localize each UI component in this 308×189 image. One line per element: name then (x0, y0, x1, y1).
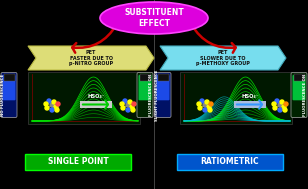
Circle shape (120, 102, 124, 106)
Circle shape (128, 100, 132, 104)
Polygon shape (160, 46, 286, 70)
Circle shape (55, 108, 59, 112)
Text: NO FLUORESCENCE: NO FLUORESCENCE (1, 74, 5, 116)
Circle shape (209, 102, 213, 106)
Circle shape (273, 106, 277, 110)
Text: SINGLE POINT: SINGLE POINT (48, 157, 108, 167)
FancyBboxPatch shape (80, 101, 112, 108)
Circle shape (131, 108, 135, 112)
Circle shape (284, 102, 288, 106)
Circle shape (45, 106, 49, 110)
Circle shape (44, 102, 48, 106)
Circle shape (132, 102, 136, 106)
FancyBboxPatch shape (1, 73, 17, 118)
Circle shape (126, 103, 130, 107)
FancyBboxPatch shape (180, 72, 292, 124)
Text: FLUORESCENCE ON: FLUORESCENCE ON (303, 74, 307, 116)
FancyBboxPatch shape (177, 154, 283, 170)
Circle shape (275, 99, 279, 103)
FancyBboxPatch shape (293, 75, 306, 100)
Circle shape (272, 102, 276, 106)
Circle shape (283, 108, 287, 112)
FancyBboxPatch shape (156, 75, 169, 100)
Circle shape (52, 100, 56, 104)
Circle shape (282, 105, 286, 109)
Text: SUBSTITUENT
EFFECT: SUBSTITUENT EFFECT (124, 8, 184, 28)
Circle shape (207, 105, 211, 109)
Text: HSO₄⁻: HSO₄⁻ (87, 94, 105, 99)
Text: PET
SLOWER DUE TO
p-METHOXY GROUP: PET SLOWER DUE TO p-METHOXY GROUP (196, 50, 250, 66)
Polygon shape (28, 46, 154, 70)
Circle shape (54, 105, 58, 109)
Circle shape (47, 99, 51, 103)
Circle shape (278, 108, 282, 112)
FancyBboxPatch shape (157, 74, 168, 81)
Circle shape (126, 108, 130, 112)
Circle shape (205, 100, 209, 104)
Text: PET
FASTER DUE TO
p-NITRO GROUP: PET FASTER DUE TO p-NITRO GROUP (69, 50, 113, 66)
Circle shape (198, 106, 202, 110)
Circle shape (208, 108, 212, 112)
Circle shape (50, 103, 54, 107)
FancyBboxPatch shape (137, 73, 153, 118)
Circle shape (121, 106, 125, 110)
Circle shape (278, 103, 282, 107)
Text: HSO₄⁻: HSO₄⁻ (241, 94, 259, 99)
FancyBboxPatch shape (294, 74, 305, 81)
Circle shape (123, 99, 127, 103)
FancyBboxPatch shape (140, 74, 151, 81)
Text: FLUORESCENCE ON: FLUORESCENCE ON (149, 74, 153, 116)
FancyBboxPatch shape (155, 73, 171, 118)
Circle shape (203, 103, 207, 107)
Circle shape (197, 102, 201, 106)
FancyBboxPatch shape (291, 73, 307, 118)
Text: RATIOMETRIC: RATIOMETRIC (201, 157, 259, 167)
Text: SLIGHT FLUORESCENCE: SLIGHT FLUORESCENCE (155, 69, 159, 121)
FancyBboxPatch shape (3, 74, 14, 81)
FancyBboxPatch shape (28, 72, 140, 124)
Circle shape (50, 108, 54, 112)
Circle shape (200, 99, 204, 103)
FancyBboxPatch shape (25, 154, 131, 170)
Circle shape (130, 105, 134, 109)
Circle shape (56, 102, 60, 106)
FancyBboxPatch shape (234, 101, 266, 108)
Circle shape (203, 108, 207, 112)
FancyBboxPatch shape (139, 75, 152, 100)
Ellipse shape (100, 2, 208, 34)
FancyBboxPatch shape (2, 75, 15, 100)
Circle shape (280, 100, 284, 104)
